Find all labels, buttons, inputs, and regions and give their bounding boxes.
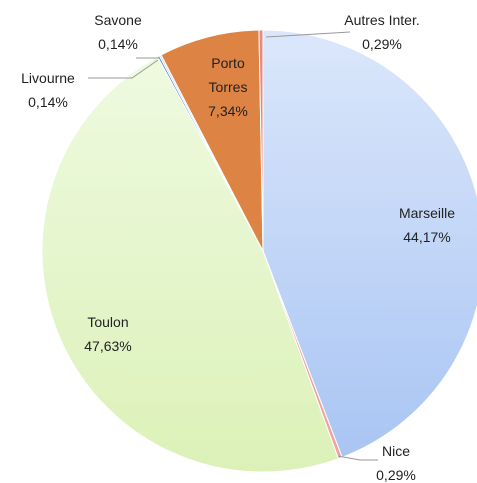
category-label: Porto Torres [208, 55, 248, 95]
pie-slice [258, 29, 264, 252]
leader-line [265, 31, 351, 38]
pie-slice [262, 29, 477, 458]
leader-line [88, 59, 159, 79]
value-label: 7,34% [208, 103, 248, 119]
slice-label: Autres Inter. 0,29% [327, 8, 437, 56]
slice-label: Nice 0,29% [341, 439, 451, 483]
category-label: Savone [94, 12, 142, 28]
category-label: Autres Inter. [344, 12, 420, 28]
value-label: 44,17% [403, 229, 451, 245]
slice-label: Marseille 44,17% [372, 201, 477, 249]
pie-slice [160, 29, 264, 252]
category-label: Marseille [398, 205, 455, 221]
category-label: Toulon [87, 314, 129, 330]
value-label: 47,63% [84, 338, 132, 354]
leader-line [337, 455, 378, 461]
pie-slice [41, 56, 340, 473]
category-label: Nice [381, 443, 410, 459]
slice-label: Toulon 47,63% [53, 310, 163, 358]
slice-label: Porto Torres 7,34% [198, 51, 258, 123]
value-label: 0,14% [28, 94, 68, 110]
slice-label: Livourne 0,14% [0, 66, 103, 114]
value-label: 0,14% [98, 36, 138, 52]
value-label: 0,29% [376, 467, 416, 483]
value-label: 0,29% [362, 36, 402, 52]
category-label: Livourne [21, 70, 75, 86]
slice-label: Savone 0,14% [63, 8, 173, 56]
